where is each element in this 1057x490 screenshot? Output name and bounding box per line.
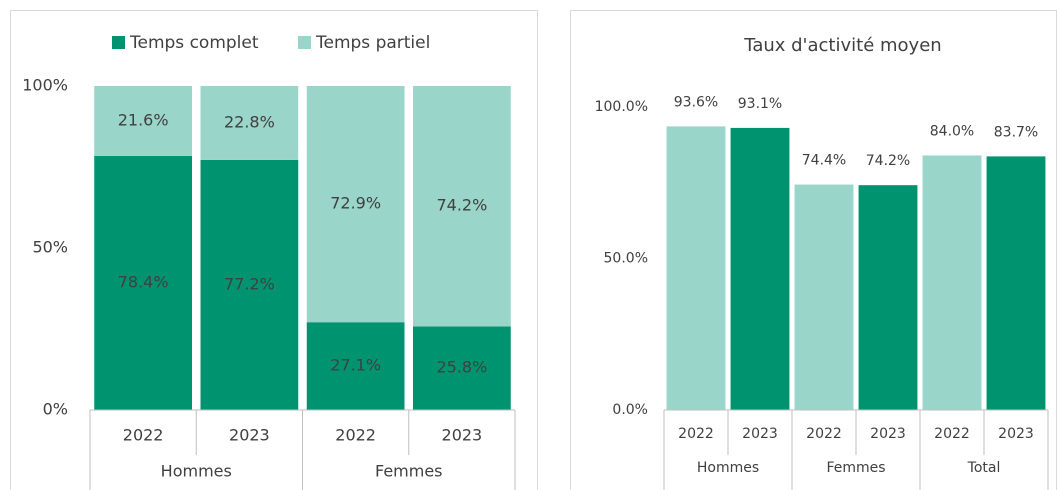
legend-swatch xyxy=(112,36,125,49)
legend-label: Temps partiel xyxy=(315,33,430,53)
x-tick-label: 2022 xyxy=(678,426,714,442)
data-label: 78.4% xyxy=(118,272,169,291)
bar-segment xyxy=(94,155,192,410)
bar-segment xyxy=(413,86,511,327)
data-label: 72.9% xyxy=(330,194,381,213)
bar-segment xyxy=(200,86,299,160)
y-tick-label: 100% xyxy=(22,76,68,95)
bar-segment xyxy=(94,86,192,156)
data-label: 93.6% xyxy=(674,94,718,110)
data-label: 27.1% xyxy=(330,356,381,375)
group-label: Hommes xyxy=(697,460,759,476)
bar-segment xyxy=(200,159,299,410)
y-tick-label: 50.0% xyxy=(604,251,648,267)
group-label: Femmes xyxy=(375,462,443,481)
bar-segment xyxy=(306,86,405,323)
bar xyxy=(794,184,854,410)
y-tick-label: 0% xyxy=(43,400,68,419)
x-tick-label: 2023 xyxy=(870,426,906,442)
data-label: 22.8% xyxy=(224,112,275,131)
y-tick-label: 100.0% xyxy=(595,99,648,115)
x-tick-label: 2023 xyxy=(742,426,778,442)
data-label: 84.0% xyxy=(930,123,974,139)
group-label: Total xyxy=(967,460,1001,476)
legend-label: Temps complet xyxy=(129,33,259,53)
data-label: 25.8% xyxy=(436,358,487,377)
y-tick-label: 50% xyxy=(32,238,68,257)
group-label: Femmes xyxy=(826,460,885,476)
y-tick-label: 0.0% xyxy=(612,402,648,418)
bar xyxy=(858,185,918,410)
data-label: 21.6% xyxy=(118,110,169,129)
data-label: 74.2% xyxy=(436,196,487,215)
bar xyxy=(922,155,982,410)
bar-segment xyxy=(306,322,405,410)
data-label: 74.4% xyxy=(802,153,846,169)
data-label: 83.7% xyxy=(994,124,1038,140)
x-tick-label: 2022 xyxy=(806,426,842,442)
x-tick-label: 2022 xyxy=(335,426,376,445)
bar xyxy=(730,127,790,411)
x-tick-label: 2023 xyxy=(442,426,483,445)
x-tick-label: 2022 xyxy=(123,426,164,445)
data-label: 93.1% xyxy=(738,96,782,112)
chart-frame xyxy=(10,10,538,490)
bar xyxy=(986,156,1046,410)
legend-swatch xyxy=(298,36,311,49)
data-label: 74.2% xyxy=(866,153,910,169)
x-tick-label: 2022 xyxy=(934,426,970,442)
chart-title: Taux d'activité moyen xyxy=(743,35,941,56)
data-label: 77.2% xyxy=(224,274,275,293)
bar xyxy=(666,126,726,410)
x-tick-label: 2023 xyxy=(998,426,1034,442)
x-tick-label: 2023 xyxy=(229,426,270,445)
group-label: Hommes xyxy=(161,462,232,481)
bar-segment xyxy=(413,326,511,410)
